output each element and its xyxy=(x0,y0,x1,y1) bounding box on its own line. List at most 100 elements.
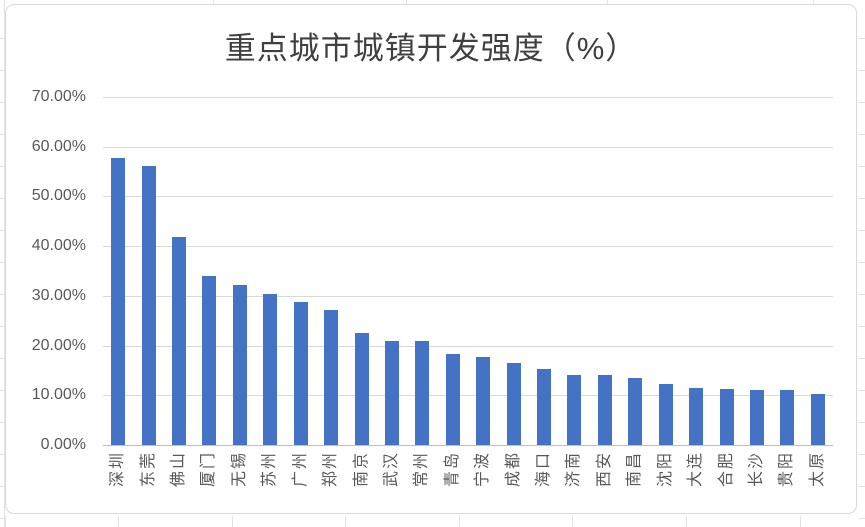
sheet-gridline xyxy=(232,516,233,527)
bar[interactable] xyxy=(810,393,825,445)
x-axis-label: 无锡 xyxy=(230,451,248,488)
sheet-gridline xyxy=(0,518,4,519)
chart-title: 重点城市城镇开发强度（%） xyxy=(224,31,638,66)
x-axis-label: 常州 xyxy=(413,451,431,488)
sheet-gridline xyxy=(813,0,814,4)
sheet-gridline xyxy=(0,390,4,391)
y-axis-tick-label: 30.00% xyxy=(31,286,86,304)
sheet-gridline xyxy=(0,326,4,327)
sheet-gridline xyxy=(0,358,4,359)
sheet-gridline xyxy=(858,358,865,359)
gridline xyxy=(103,196,833,198)
sheet-gridline xyxy=(858,38,865,39)
y-axis-tick-label: 10.00% xyxy=(31,386,86,404)
y-axis-tick-label: 0.00% xyxy=(40,436,86,453)
sheet-gridline xyxy=(0,294,4,295)
bar[interactable] xyxy=(263,293,278,445)
bar[interactable] xyxy=(749,390,764,445)
sheet-gridline xyxy=(858,198,865,199)
bar[interactable] xyxy=(141,165,156,445)
sheet-gridline xyxy=(5,516,6,527)
x-axis-line xyxy=(103,445,833,446)
bar[interactable] xyxy=(506,362,521,445)
sheet-gridline xyxy=(213,0,214,4)
sheet-gridline xyxy=(858,230,865,231)
sheet-gridline xyxy=(858,70,865,71)
bar[interactable] xyxy=(354,332,369,445)
x-axis-label: 贵阳 xyxy=(778,451,796,488)
bar[interactable] xyxy=(415,341,430,445)
sheet-gridline xyxy=(858,454,865,455)
bar[interactable] xyxy=(628,377,643,445)
sheet-gridline xyxy=(858,294,865,295)
x-axis-label: 佛山 xyxy=(170,451,188,488)
sheet-gridline xyxy=(345,516,346,527)
x-axis-label: 海口 xyxy=(535,451,553,488)
x-axis-label: 西安 xyxy=(595,451,613,488)
y-axis-tick-label: 60.00% xyxy=(31,137,86,155)
bar[interactable] xyxy=(780,389,795,445)
bar[interactable] xyxy=(324,309,339,445)
gridline xyxy=(103,146,833,148)
x-axis-label: 厦门 xyxy=(200,451,218,488)
bar[interactable] xyxy=(597,374,612,445)
sheet-gridline xyxy=(0,198,4,199)
bar[interactable] xyxy=(293,302,308,445)
bar[interactable] xyxy=(232,285,247,445)
bar[interactable] xyxy=(111,157,126,445)
bar[interactable] xyxy=(567,375,582,445)
sheet-gridline xyxy=(4,0,5,527)
sheet-gridline xyxy=(0,454,4,455)
sheet-gridline xyxy=(0,102,4,103)
sheet-gridline xyxy=(0,134,4,135)
gridline xyxy=(103,97,833,98)
x-axis-label: 东莞 xyxy=(139,451,157,488)
sheet-gridline xyxy=(0,422,4,423)
sheet-gridline xyxy=(406,0,407,4)
x-axis-label: 郑州 xyxy=(322,451,340,488)
gridline xyxy=(103,295,833,297)
bar[interactable] xyxy=(719,388,734,445)
x-axis-label: 武汉 xyxy=(382,451,400,488)
sheet-gridline xyxy=(858,390,865,391)
sheet-gridline xyxy=(0,70,4,71)
sheet-gridline xyxy=(800,516,801,527)
gridline xyxy=(103,395,833,397)
bar[interactable] xyxy=(202,275,217,445)
sheet-gridline xyxy=(572,516,573,527)
bar[interactable] xyxy=(445,353,460,445)
bar[interactable] xyxy=(476,356,491,445)
sheet-gridline xyxy=(858,518,865,519)
sheet-gridline xyxy=(858,166,865,167)
x-axis-label: 长沙 xyxy=(747,451,765,488)
gridline xyxy=(103,246,833,248)
sheet-gridline xyxy=(607,0,608,4)
sheet-gridline xyxy=(858,262,865,263)
sheet-gridline xyxy=(858,326,865,327)
x-axis-label: 沈阳 xyxy=(656,451,674,488)
x-axis-label: 南京 xyxy=(352,451,370,488)
sheet-gridline xyxy=(0,486,4,487)
sheet-gridline xyxy=(0,166,4,167)
bar[interactable] xyxy=(689,388,704,445)
sheet-gridline xyxy=(118,516,119,527)
x-axis-label: 济南 xyxy=(565,451,583,488)
bar[interactable] xyxy=(658,384,673,445)
x-axis-label: 青岛 xyxy=(443,451,461,488)
x-axis-label: 太原 xyxy=(808,451,826,488)
sheet-gridline xyxy=(858,422,865,423)
y-axis-tick-label: 70.00% xyxy=(31,88,86,105)
bar[interactable] xyxy=(384,340,399,445)
sheet-gridline xyxy=(858,486,865,487)
gridline xyxy=(103,345,833,347)
x-axis-label: 广州 xyxy=(291,451,309,488)
y-axis-tick-label: 20.00% xyxy=(31,336,86,354)
x-axis-label: 宁波 xyxy=(474,451,492,488)
bar[interactable] xyxy=(537,368,552,445)
sheet-gridline xyxy=(0,262,4,263)
sheet-gridline xyxy=(858,102,865,103)
x-axis-label: 南昌 xyxy=(626,451,644,488)
sheet-gridline xyxy=(858,134,865,135)
bar[interactable] xyxy=(172,236,187,445)
